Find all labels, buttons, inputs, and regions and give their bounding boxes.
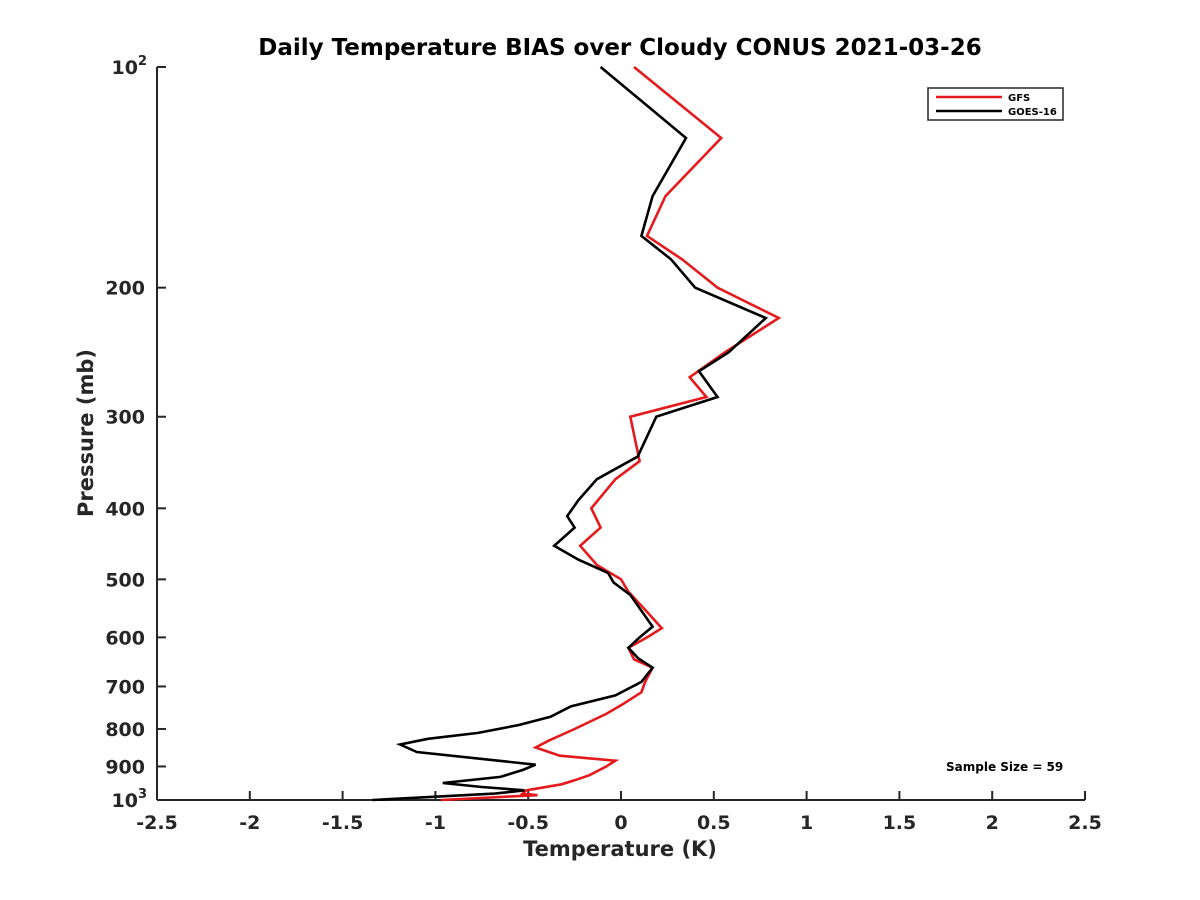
x-tick-label: 0.5: [697, 812, 731, 834]
y-tick-label: 200: [105, 278, 145, 300]
chart-title: Daily Temperature BIAS over Cloudy CONUS…: [258, 35, 981, 61]
x-tick-label: 1: [800, 812, 813, 834]
series-line-gfs: [440, 65, 782, 802]
x-tick-label: 2: [986, 812, 999, 834]
plot-area: -2.5 -2 -1.5 -1 -0.5 0 0.5 1 1.5 2 2.5 102 200 300 400…: [105, 54, 1102, 834]
y-tick-label: 700: [105, 676, 145, 698]
series-line-goes-16: [372, 66, 769, 802]
x-tick-label: 2.5: [1068, 812, 1102, 834]
legend-label: GOES-16: [1008, 107, 1057, 118]
x-tick-label: -1: [425, 812, 446, 834]
y-tick-label: 600: [105, 627, 145, 649]
legend: GFS GOES-16: [927, 87, 1064, 121]
y-tick-label: 103: [112, 787, 148, 812]
y-tick-label: 900: [105, 756, 145, 778]
y-tick-label: 800: [105, 719, 145, 741]
sample-size-annotation: Sample Size = 59: [946, 760, 1063, 774]
y-tick-label: 400: [105, 498, 145, 520]
x-tick-label: 1.5: [883, 812, 917, 834]
x-axis-title: Temperature (K): [523, 837, 717, 861]
x-tick-label: 0: [614, 812, 627, 834]
legend-box: [927, 87, 1064, 121]
y-axis-title: Pressure (mb): [74, 349, 98, 517]
x-tick-label: -0.5: [507, 812, 549, 834]
y-tick-label: 102: [112, 54, 148, 79]
y-tick-label: 300: [105, 407, 145, 429]
x-tick-label: -2: [239, 812, 260, 834]
x-tick-label: -2.5: [136, 812, 178, 834]
legend-label: GFS: [1008, 93, 1030, 104]
x-tick-label: -1.5: [322, 812, 364, 834]
y-tick-label: 500: [105, 569, 145, 591]
